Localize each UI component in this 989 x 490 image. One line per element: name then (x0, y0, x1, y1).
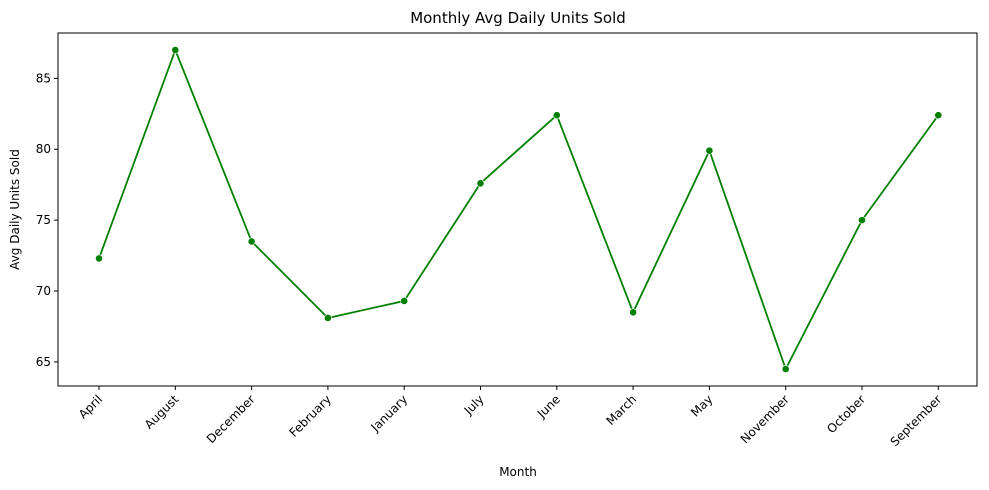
y-axis: 65 70 75 80 85 (36, 71, 58, 369)
y-tick-label: 70 (36, 284, 51, 298)
data-point (934, 111, 943, 120)
x-tick-label: January (368, 392, 411, 435)
x-tick-label: December (204, 392, 258, 446)
data-point (552, 111, 561, 120)
y-axis-label: Avg Daily Units Sold (8, 149, 22, 270)
data-point (247, 237, 256, 246)
data-point (323, 314, 332, 322)
x-tick-label: August (142, 392, 182, 432)
series-line (98, 49, 940, 370)
x-axis-label: Month (499, 465, 537, 479)
x-tick-label: October (824, 392, 868, 436)
data-point (858, 216, 866, 225)
plot-area (95, 46, 943, 373)
x-tick-label: November (738, 392, 792, 446)
y-tick-label: 75 (36, 213, 51, 227)
chart-title: Monthly Avg Daily Units Sold (410, 9, 626, 27)
data-point (171, 46, 180, 54)
x-axis: April August December February January July Ju… (76, 386, 945, 449)
y-tick-label: 65 (36, 355, 51, 369)
x-tick-label: February (287, 392, 335, 440)
x-tick-label: July (461, 392, 487, 418)
y-tick-label: 85 (36, 71, 51, 85)
axes-frame (57, 32, 978, 387)
data-point (629, 308, 637, 317)
x-tick-label: May (688, 392, 715, 419)
data-point (476, 179, 485, 188)
data-point (781, 365, 790, 373)
data-point (400, 297, 409, 305)
data-point (705, 146, 714, 155)
x-tick-label: April (76, 392, 105, 421)
data-point (95, 254, 103, 263)
y-tick-label: 80 (36, 142, 51, 156)
x-tick-label: June (534, 392, 563, 421)
x-tick-label: March (603, 392, 639, 428)
x-tick-label: September (888, 392, 945, 449)
